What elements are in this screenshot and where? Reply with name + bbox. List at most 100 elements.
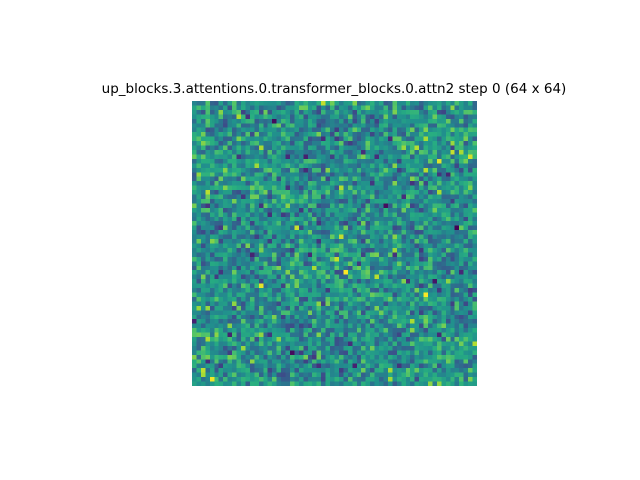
heatmap-cell (223, 243, 228, 249)
heatmap-cell (410, 221, 415, 226)
heatmap-cell (423, 328, 429, 333)
heatmap-cell (196, 247, 201, 253)
heatmap-cell (445, 123, 451, 128)
heatmap-cell (294, 185, 299, 191)
heatmap-cell (396, 337, 402, 342)
heatmap-cell (218, 256, 224, 262)
heatmap-cell (281, 319, 286, 324)
heatmap-cell (459, 136, 464, 142)
heatmap-cell (298, 345, 304, 351)
heatmap-cell (192, 181, 197, 186)
heatmap-cell (312, 185, 317, 191)
heatmap-cell (468, 341, 473, 346)
heatmap-cell (387, 247, 393, 253)
heatmap-cell (214, 301, 219, 306)
heatmap-cell (365, 225, 371, 231)
heatmap-cell (370, 363, 375, 369)
heatmap-cell (392, 123, 397, 128)
heatmap-cell (445, 292, 451, 297)
heatmap-cell (347, 149, 353, 155)
heatmap-cell (281, 212, 286, 217)
heatmap-cell (232, 265, 237, 271)
heatmap-cell (258, 132, 264, 137)
heatmap-cell (298, 203, 304, 208)
heatmap-cell (436, 359, 442, 364)
heatmap-cell (289, 149, 295, 155)
heatmap-cell (370, 368, 375, 373)
heatmap-cell (374, 154, 380, 159)
heatmap-cell (316, 167, 322, 173)
heatmap-cell (316, 243, 322, 249)
heatmap-cell (379, 243, 384, 249)
heatmap-cell (410, 252, 415, 257)
heatmap-cell (334, 354, 340, 360)
heatmap-cell (258, 377, 264, 382)
heatmap-cell (254, 145, 259, 151)
heatmap-cell (356, 145, 362, 151)
heatmap-cell (289, 247, 295, 253)
heatmap-cell (312, 243, 317, 249)
heatmap-cell (223, 149, 228, 155)
heatmap-cell (423, 381, 429, 386)
heatmap-cell (267, 274, 273, 280)
heatmap-cell (307, 154, 313, 159)
heatmap-cell (454, 185, 460, 191)
heatmap-cell (414, 252, 420, 257)
heatmap-cell (196, 145, 201, 151)
heatmap-cell (450, 337, 455, 342)
heatmap-cell (307, 132, 313, 137)
heatmap-cell (401, 350, 406, 355)
heatmap-cell (396, 368, 402, 373)
heatmap-cell (392, 288, 397, 293)
heatmap-cell (459, 101, 464, 106)
heatmap-cell (267, 185, 273, 191)
heatmap-cell (236, 163, 242, 168)
heatmap-cell (361, 252, 366, 257)
heatmap-cell (218, 279, 224, 284)
heatmap-cell (401, 109, 406, 115)
heatmap-cell (227, 279, 233, 284)
heatmap-cell (463, 154, 469, 159)
heatmap-cell (432, 319, 437, 324)
heatmap-cell (232, 181, 237, 186)
heatmap-cell (454, 105, 460, 110)
heatmap-cell (347, 265, 353, 271)
heatmap-cell (227, 265, 233, 271)
heatmap-cell (232, 296, 237, 302)
heatmap-cell (307, 181, 313, 186)
heatmap-cell (436, 354, 442, 360)
heatmap-cell (276, 265, 282, 271)
heatmap-cell (347, 359, 353, 364)
heatmap-cell (365, 132, 371, 137)
heatmap-cell (294, 230, 299, 235)
heatmap-cell (330, 279, 335, 284)
heatmap-cell (432, 149, 437, 155)
heatmap-cell (249, 337, 255, 342)
heatmap-cell (249, 136, 255, 142)
heatmap-cell (414, 198, 420, 204)
heatmap-cell (374, 310, 380, 315)
heatmap-cell (209, 145, 215, 151)
heatmap-cell (272, 319, 277, 324)
heatmap-cell (334, 328, 340, 333)
heatmap-cell (392, 132, 397, 137)
heatmap-cell (249, 190, 255, 195)
heatmap-cell (419, 350, 424, 355)
heatmap-cell (245, 145, 250, 151)
heatmap-cell (330, 105, 335, 110)
heatmap-cell (428, 118, 433, 124)
heatmap-cell (254, 230, 259, 235)
heatmap-cell (379, 123, 384, 128)
heatmap-cell (396, 212, 402, 217)
heatmap-cell (285, 341, 291, 346)
heatmap-cell (236, 328, 242, 333)
heatmap-cell (405, 101, 411, 106)
heatmap-cell (419, 345, 424, 351)
heatmap-cell (392, 305, 397, 311)
heatmap-cell (227, 332, 233, 338)
heatmap-cell (454, 212, 460, 217)
heatmap-cell (401, 118, 406, 124)
heatmap-cell (436, 239, 442, 244)
heatmap-cell (214, 377, 219, 382)
heatmap-cell (392, 216, 397, 222)
